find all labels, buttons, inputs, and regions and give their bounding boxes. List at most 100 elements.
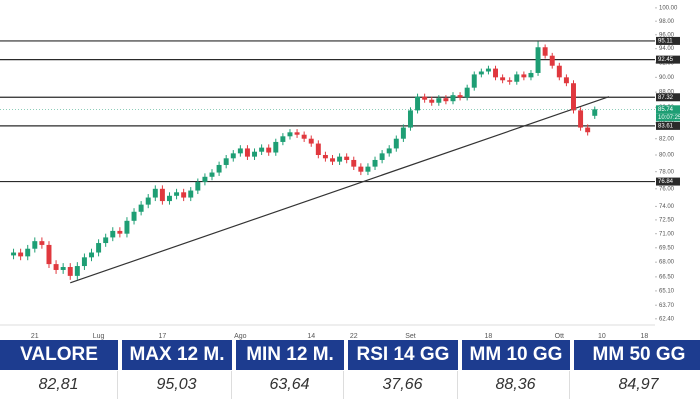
- candle-body: [280, 136, 286, 142]
- table-cell: 37,66: [348, 371, 458, 399]
- candle-body: [457, 95, 463, 98]
- candle-body: [443, 98, 449, 102]
- candle-body: [514, 74, 520, 82]
- y-tick-label: 80.00: [659, 153, 675, 159]
- candle-body: [301, 134, 307, 139]
- y-tick-label: 100.00: [659, 5, 678, 11]
- candle-body: [96, 243, 102, 253]
- y-tick-label: 76.00: [659, 186, 675, 192]
- candle-body: [89, 252, 94, 258]
- trend-line: [70, 96, 610, 284]
- level-label-box: [656, 36, 680, 45]
- candle-body: [244, 148, 250, 157]
- y-tick-label: 71.00: [659, 231, 675, 237]
- table-header: MAX 12 M.: [122, 340, 232, 370]
- last-time-label: 10:07:25: [658, 115, 682, 121]
- y-tick-label: 68.00: [659, 260, 675, 266]
- candle-body: [237, 148, 243, 154]
- candle-body: [18, 252, 24, 257]
- table-cell: 95,03: [122, 371, 232, 399]
- candle-body: [32, 241, 38, 249]
- candle-body: [266, 147, 272, 153]
- candle-body: [358, 166, 364, 172]
- candle-body: [400, 127, 406, 139]
- level-label-box: [656, 55, 680, 64]
- table-header: VALORE: [0, 340, 118, 370]
- x-tick-label: 17: [158, 333, 166, 340]
- candle-body: [407, 110, 413, 128]
- x-tick-label: Set: [405, 333, 416, 340]
- candle-body: [549, 55, 555, 66]
- candle-body: [138, 204, 144, 212]
- candle-body: [542, 47, 548, 56]
- y-tick-label: 65.10: [659, 288, 675, 294]
- candle-body: [230, 153, 236, 159]
- candle-body: [195, 181, 201, 191]
- candle-body: [485, 68, 491, 72]
- candle-body: [223, 158, 229, 165]
- candle-body: [252, 151, 258, 157]
- y-tick-label: 82.00: [659, 136, 675, 142]
- last-price-box: [656, 105, 680, 114]
- candle-body: [386, 148, 392, 154]
- x-tick-label: Ago: [234, 333, 247, 340]
- candle-body: [11, 252, 17, 256]
- level-label: 83.61: [658, 123, 674, 129]
- y-tick-label: 96.00: [659, 32, 675, 38]
- x-tick-label: 14: [307, 333, 315, 340]
- candle-body: [535, 47, 541, 73]
- table-cell: 84,97: [574, 371, 700, 399]
- candle-body: [500, 77, 506, 81]
- candle-body: [563, 77, 569, 84]
- candle-body: [571, 83, 576, 111]
- candle-body: [209, 172, 215, 177]
- candle-body: [74, 266, 80, 276]
- last-time-box: [656, 113, 680, 122]
- candle-body: [159, 188, 165, 202]
- candle-body: [344, 156, 350, 160]
- candle-body: [39, 241, 45, 245]
- x-tick-label: 22: [350, 333, 358, 340]
- candle-body: [365, 166, 371, 172]
- candle-body: [110, 230, 116, 238]
- last-price-label: 85.74: [658, 107, 674, 113]
- table-cell: 63,64: [236, 371, 344, 399]
- candle-body: [450, 95, 456, 102]
- candle-body: [259, 147, 265, 152]
- level-label: 95.11: [658, 39, 673, 45]
- stats-table: VALORE MAX 12 M. MIN 12 M. RSI 14 GG MM 10 G…: [0, 340, 700, 400]
- y-tick-label: 94.00: [659, 46, 675, 52]
- candle-body: [379, 153, 385, 160]
- candle-body: [393, 138, 399, 149]
- x-tick-label: 21: [31, 333, 39, 340]
- candle-body: [578, 110, 584, 128]
- candle-body: [273, 141, 279, 153]
- y-tick-label: 78.00: [659, 169, 675, 175]
- level-label: 76.84: [658, 179, 674, 185]
- y-tick-label: 90.00: [659, 75, 675, 81]
- level-label: 87.32: [658, 95, 674, 101]
- x-tick-label: Ott: [555, 333, 564, 340]
- candle-body: [372, 159, 378, 167]
- candle-body: [308, 138, 314, 144]
- candle-body: [152, 188, 158, 198]
- candle-body: [415, 96, 421, 111]
- y-tick-label: 66.50: [659, 274, 675, 280]
- candle-body: [166, 195, 172, 202]
- candle-body: [145, 197, 151, 205]
- y-tick-label: 98.00: [659, 19, 675, 25]
- candle-body: [131, 211, 137, 221]
- level-label-box: [656, 121, 680, 130]
- candle-body: [25, 248, 31, 257]
- candle-body: [422, 96, 428, 100]
- candle-body: [287, 132, 293, 137]
- level-label: 92.45: [658, 57, 674, 63]
- x-tick-label: 10: [598, 333, 606, 340]
- candle-body: [585, 127, 591, 133]
- candle-body: [429, 99, 435, 103]
- candle-body: [493, 68, 499, 78]
- y-tick-label: 74.00: [659, 204, 675, 210]
- candle-body: [202, 176, 208, 182]
- candle-body: [60, 267, 66, 270]
- candle-body: [315, 143, 321, 155]
